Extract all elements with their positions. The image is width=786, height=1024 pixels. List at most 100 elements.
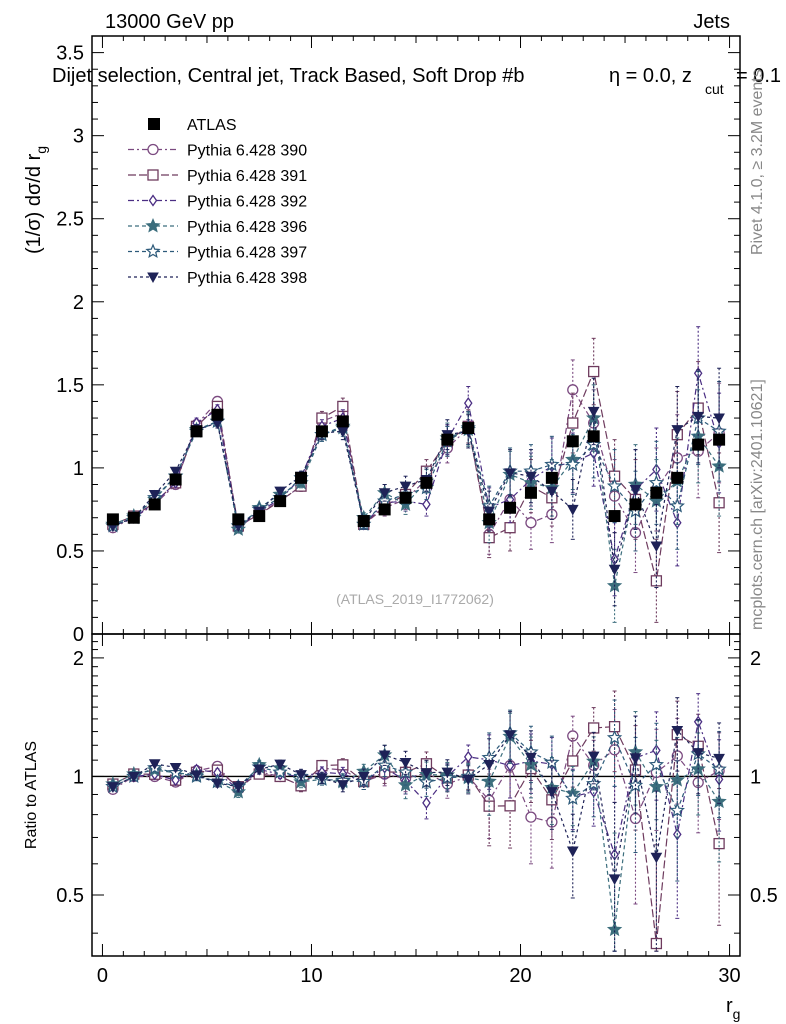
atlas-point: [629, 498, 642, 511]
x-tick-label: 0: [97, 965, 108, 987]
ratio-point: [713, 753, 725, 765]
ratio-point: [272, 764, 288, 779]
atlas-point: [399, 491, 412, 504]
ratio-series-1: [107, 709, 725, 905]
axis-ticks: 0 10 20 30 0.5 1 1.5 2 2.5 3 3.5 0 0.5 0.5 1 1 2 2: [56, 35, 778, 987]
atlas-point: [211, 408, 224, 421]
data-point: [608, 564, 621, 576]
x-tick-label: 30: [718, 965, 740, 987]
legend-marker: [147, 169, 159, 181]
atlas-point: [692, 438, 705, 451]
svg-text:(1/σ) dσ/d rg: (1/σ) dσ/d rg: [23, 146, 49, 254]
series-line: [112, 388, 720, 536]
ratio-point: [504, 800, 516, 812]
ratio-point: [671, 725, 684, 737]
atlas-point: [190, 425, 203, 438]
ratio-point: [608, 874, 621, 885]
atlas-point: [608, 510, 621, 523]
ratio-point: [127, 771, 140, 783]
ratio-line: [112, 729, 720, 880]
ratio-series-4: [105, 711, 727, 952]
series-5: [105, 371, 727, 552]
ratio-point: [422, 796, 431, 809]
y-tick-label: 3: [73, 126, 84, 148]
data-point: [463, 396, 473, 410]
atlas-point: [148, 498, 161, 511]
atlas-point: [336, 415, 349, 428]
atlas-point: [650, 486, 663, 499]
ratio-point: [169, 762, 182, 774]
ratio-series-5: [105, 699, 727, 882]
data-point: [565, 456, 581, 472]
ratio-point: [669, 802, 685, 818]
data-point: [629, 484, 642, 496]
x-tick-label: 20: [509, 965, 531, 987]
x-axis-label: rg: [726, 995, 740, 1022]
atlas-point: [713, 433, 726, 446]
svg-text:rg: rg: [726, 995, 740, 1022]
ratio-point: [588, 722, 600, 734]
ratio-point: [463, 750, 473, 764]
y-tick-label: 2: [750, 648, 761, 670]
data-point: [650, 541, 663, 552]
data-point: [504, 522, 516, 534]
data-point: [504, 468, 516, 479]
ratio-point: [648, 756, 665, 772]
side-mcplots: mcplots.cern.ch [arXiv:2401.10621]: [749, 379, 766, 630]
subtitle-sub: cut: [705, 81, 724, 97]
ratio-point: [293, 773, 309, 789]
ratio-point: [357, 771, 370, 783]
ratio-point: [606, 921, 623, 937]
y-tick-label: 1: [73, 458, 84, 480]
atlas-point: [127, 511, 140, 524]
atlas-point: [295, 471, 308, 484]
ratio-point: [397, 776, 414, 792]
series-line: [112, 411, 720, 570]
data-point: [399, 481, 412, 493]
x-tick-label: 10: [300, 965, 322, 987]
y-tick-label: 0.5: [750, 885, 778, 907]
data-point: [422, 498, 431, 511]
data-point: [274, 486, 286, 498]
data-point: [148, 489, 161, 501]
data-point: [587, 406, 600, 418]
data-point: [525, 517, 537, 529]
atlas-point: [169, 473, 182, 486]
legend-marker: [147, 272, 159, 284]
series-line: [112, 369, 720, 581]
legend-label: Pythia 6.428 396: [187, 219, 307, 236]
ratio-point: [565, 790, 581, 805]
series-3: [108, 326, 724, 597]
ratio-point: [567, 755, 579, 767]
data-point: [606, 478, 623, 493]
legend-label: Pythia 6.428 392: [187, 194, 307, 211]
ratio-line: [112, 719, 720, 857]
y-tick-label: 0.5: [56, 885, 84, 907]
subtitle: Dijet selection, Central jet, Track Base…: [52, 65, 524, 87]
subtitle-end: = 0.1: [736, 65, 781, 87]
subtitle-overlay: η = 0.0, z: [609, 65, 692, 87]
y-tick-label: 1: [750, 766, 761, 788]
data-point: [525, 471, 537, 483]
atlas-point: [232, 513, 245, 526]
ratio-point: [483, 759, 496, 771]
legend-marker: [148, 118, 160, 130]
data-point: [671, 425, 684, 436]
legend-label: Pythia 6.428 390: [187, 143, 307, 160]
ratio-point: [274, 759, 286, 771]
atlas-point: [315, 425, 328, 438]
legend-item-1: Pythia 6.428 390: [128, 143, 307, 160]
atlas-point: [524, 486, 537, 499]
atlas-point: [545, 471, 558, 484]
ratio-frame: [91, 633, 741, 957]
ratio-point: [648, 778, 665, 794]
atlas-point: [671, 471, 684, 484]
legend: ATLAS Pythia 6.428 390 Pythia 6.428 391 Pyt…: [128, 117, 307, 287]
ratio-line: [112, 734, 720, 823]
atlas-point: [441, 433, 454, 446]
ratio-point: [253, 764, 266, 776]
ratio-point: [692, 748, 705, 759]
data-point: [483, 506, 496, 518]
legend-item-5: Pythia 6.428 397: [128, 243, 307, 262]
